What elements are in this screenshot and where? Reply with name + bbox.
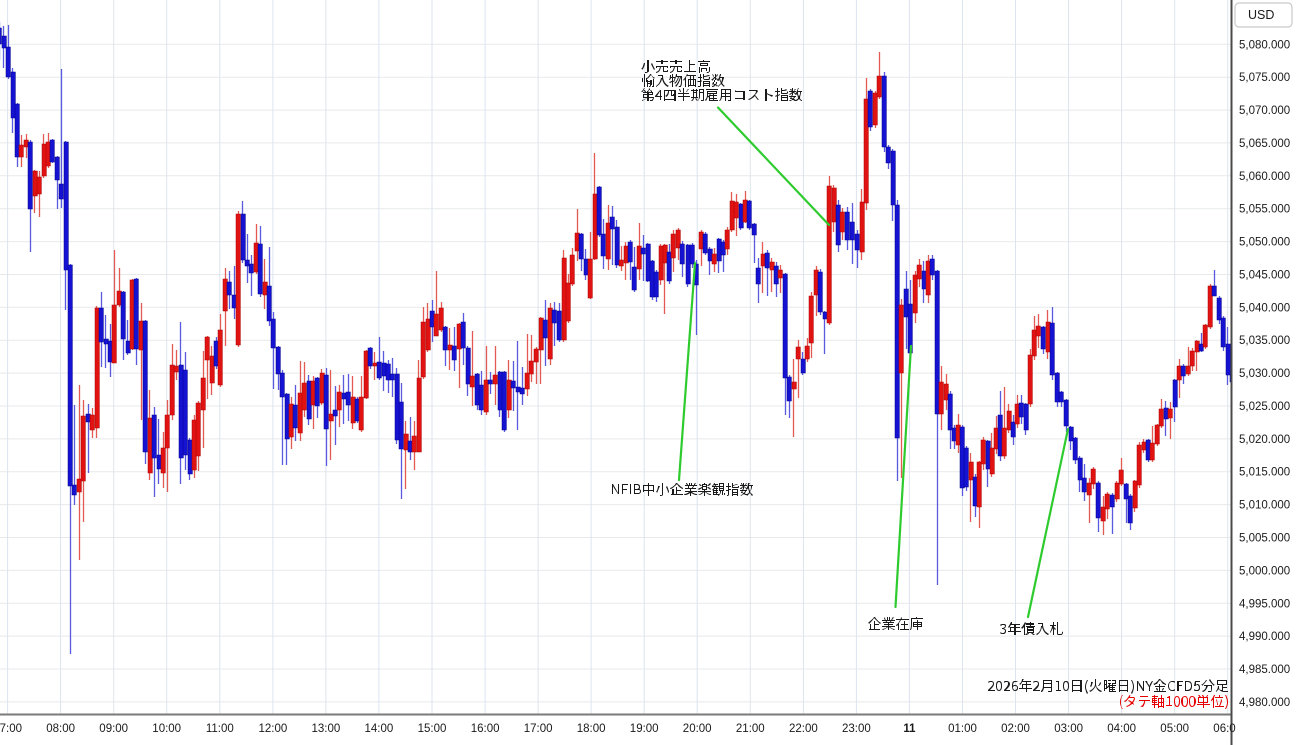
svg-text:23:00: 23:00 <box>842 723 871 735</box>
svg-text:15:00: 15:00 <box>418 723 447 735</box>
svg-text:08:00: 08:00 <box>46 723 75 735</box>
svg-text:5,065.000: 5,065.000 <box>1239 138 1290 150</box>
svg-text:17:00: 17:00 <box>524 723 553 735</box>
svg-text:22:00: 22:00 <box>789 723 818 735</box>
svg-text:5,060.000: 5,060.000 <box>1239 171 1290 183</box>
svg-text:14:00: 14:00 <box>365 723 394 735</box>
svg-text:5,030.000: 5,030.000 <box>1239 368 1290 380</box>
svg-text:13:00: 13:00 <box>312 723 341 735</box>
svg-text:21:00: 21:00 <box>736 723 765 735</box>
svg-text:11:00: 11:00 <box>206 723 234 735</box>
svg-text:12:00: 12:00 <box>259 723 288 735</box>
svg-text:4,995.000: 4,995.000 <box>1239 598 1290 610</box>
svg-text:05:00: 05:00 <box>1160 723 1189 735</box>
svg-text:19:00: 19:00 <box>630 723 659 735</box>
svg-text:07:00: 07:00 <box>0 723 22 735</box>
svg-text:5,075.000: 5,075.000 <box>1239 72 1290 84</box>
svg-text:20:00: 20:00 <box>683 723 712 735</box>
svg-text:5,015.000: 5,015.000 <box>1239 467 1290 479</box>
svg-text:02:00: 02:00 <box>1001 723 1030 735</box>
svg-text:USD: USD <box>1248 8 1274 22</box>
svg-text:5,020.000: 5,020.000 <box>1239 434 1290 446</box>
svg-text:06:00: 06:00 <box>1213 723 1242 735</box>
svg-text:5,035.000: 5,035.000 <box>1239 335 1290 347</box>
svg-text:5,050.000: 5,050.000 <box>1239 237 1290 249</box>
svg-text:5,070.000: 5,070.000 <box>1239 105 1290 117</box>
svg-text:01:00: 01:00 <box>948 723 977 735</box>
svg-text:09:00: 09:00 <box>99 723 128 735</box>
svg-text:4,985.000: 4,985.000 <box>1239 664 1290 676</box>
svg-text:5,040.000: 5,040.000 <box>1239 302 1290 314</box>
svg-text:5,055.000: 5,055.000 <box>1239 204 1290 216</box>
svg-text:03:00: 03:00 <box>1054 723 1083 735</box>
svg-text:16:00: 16:00 <box>471 723 500 735</box>
svg-text:10:00: 10:00 <box>152 723 181 735</box>
svg-text:11: 11 <box>903 723 916 735</box>
svg-text:5,045.000: 5,045.000 <box>1239 270 1290 282</box>
svg-text:5,025.000: 5,025.000 <box>1239 401 1290 413</box>
svg-text:5,080.000: 5,080.000 <box>1239 39 1290 51</box>
svg-text:4,990.000: 4,990.000 <box>1239 631 1290 643</box>
svg-text:5,010.000: 5,010.000 <box>1239 500 1290 512</box>
svg-text:4,980.000: 4,980.000 <box>1239 697 1290 709</box>
svg-text:5,005.000: 5,005.000 <box>1239 533 1290 545</box>
svg-text:18:00: 18:00 <box>577 723 606 735</box>
svg-text:5,000.000: 5,000.000 <box>1239 565 1290 577</box>
svg-text:04:00: 04:00 <box>1107 723 1136 735</box>
